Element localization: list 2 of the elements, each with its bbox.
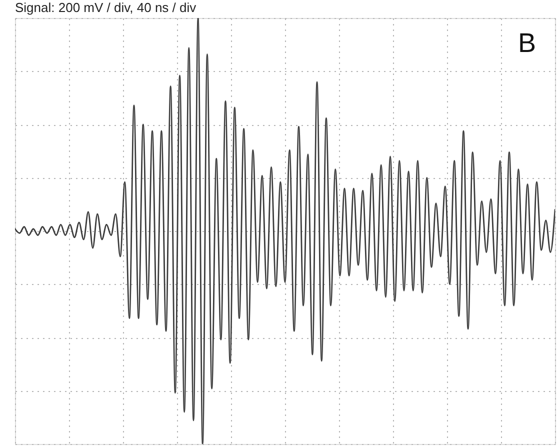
annotation: B (518, 28, 536, 58)
chart-title: Signal: 200 mV / div, 40 ns / div (15, 0, 197, 15)
